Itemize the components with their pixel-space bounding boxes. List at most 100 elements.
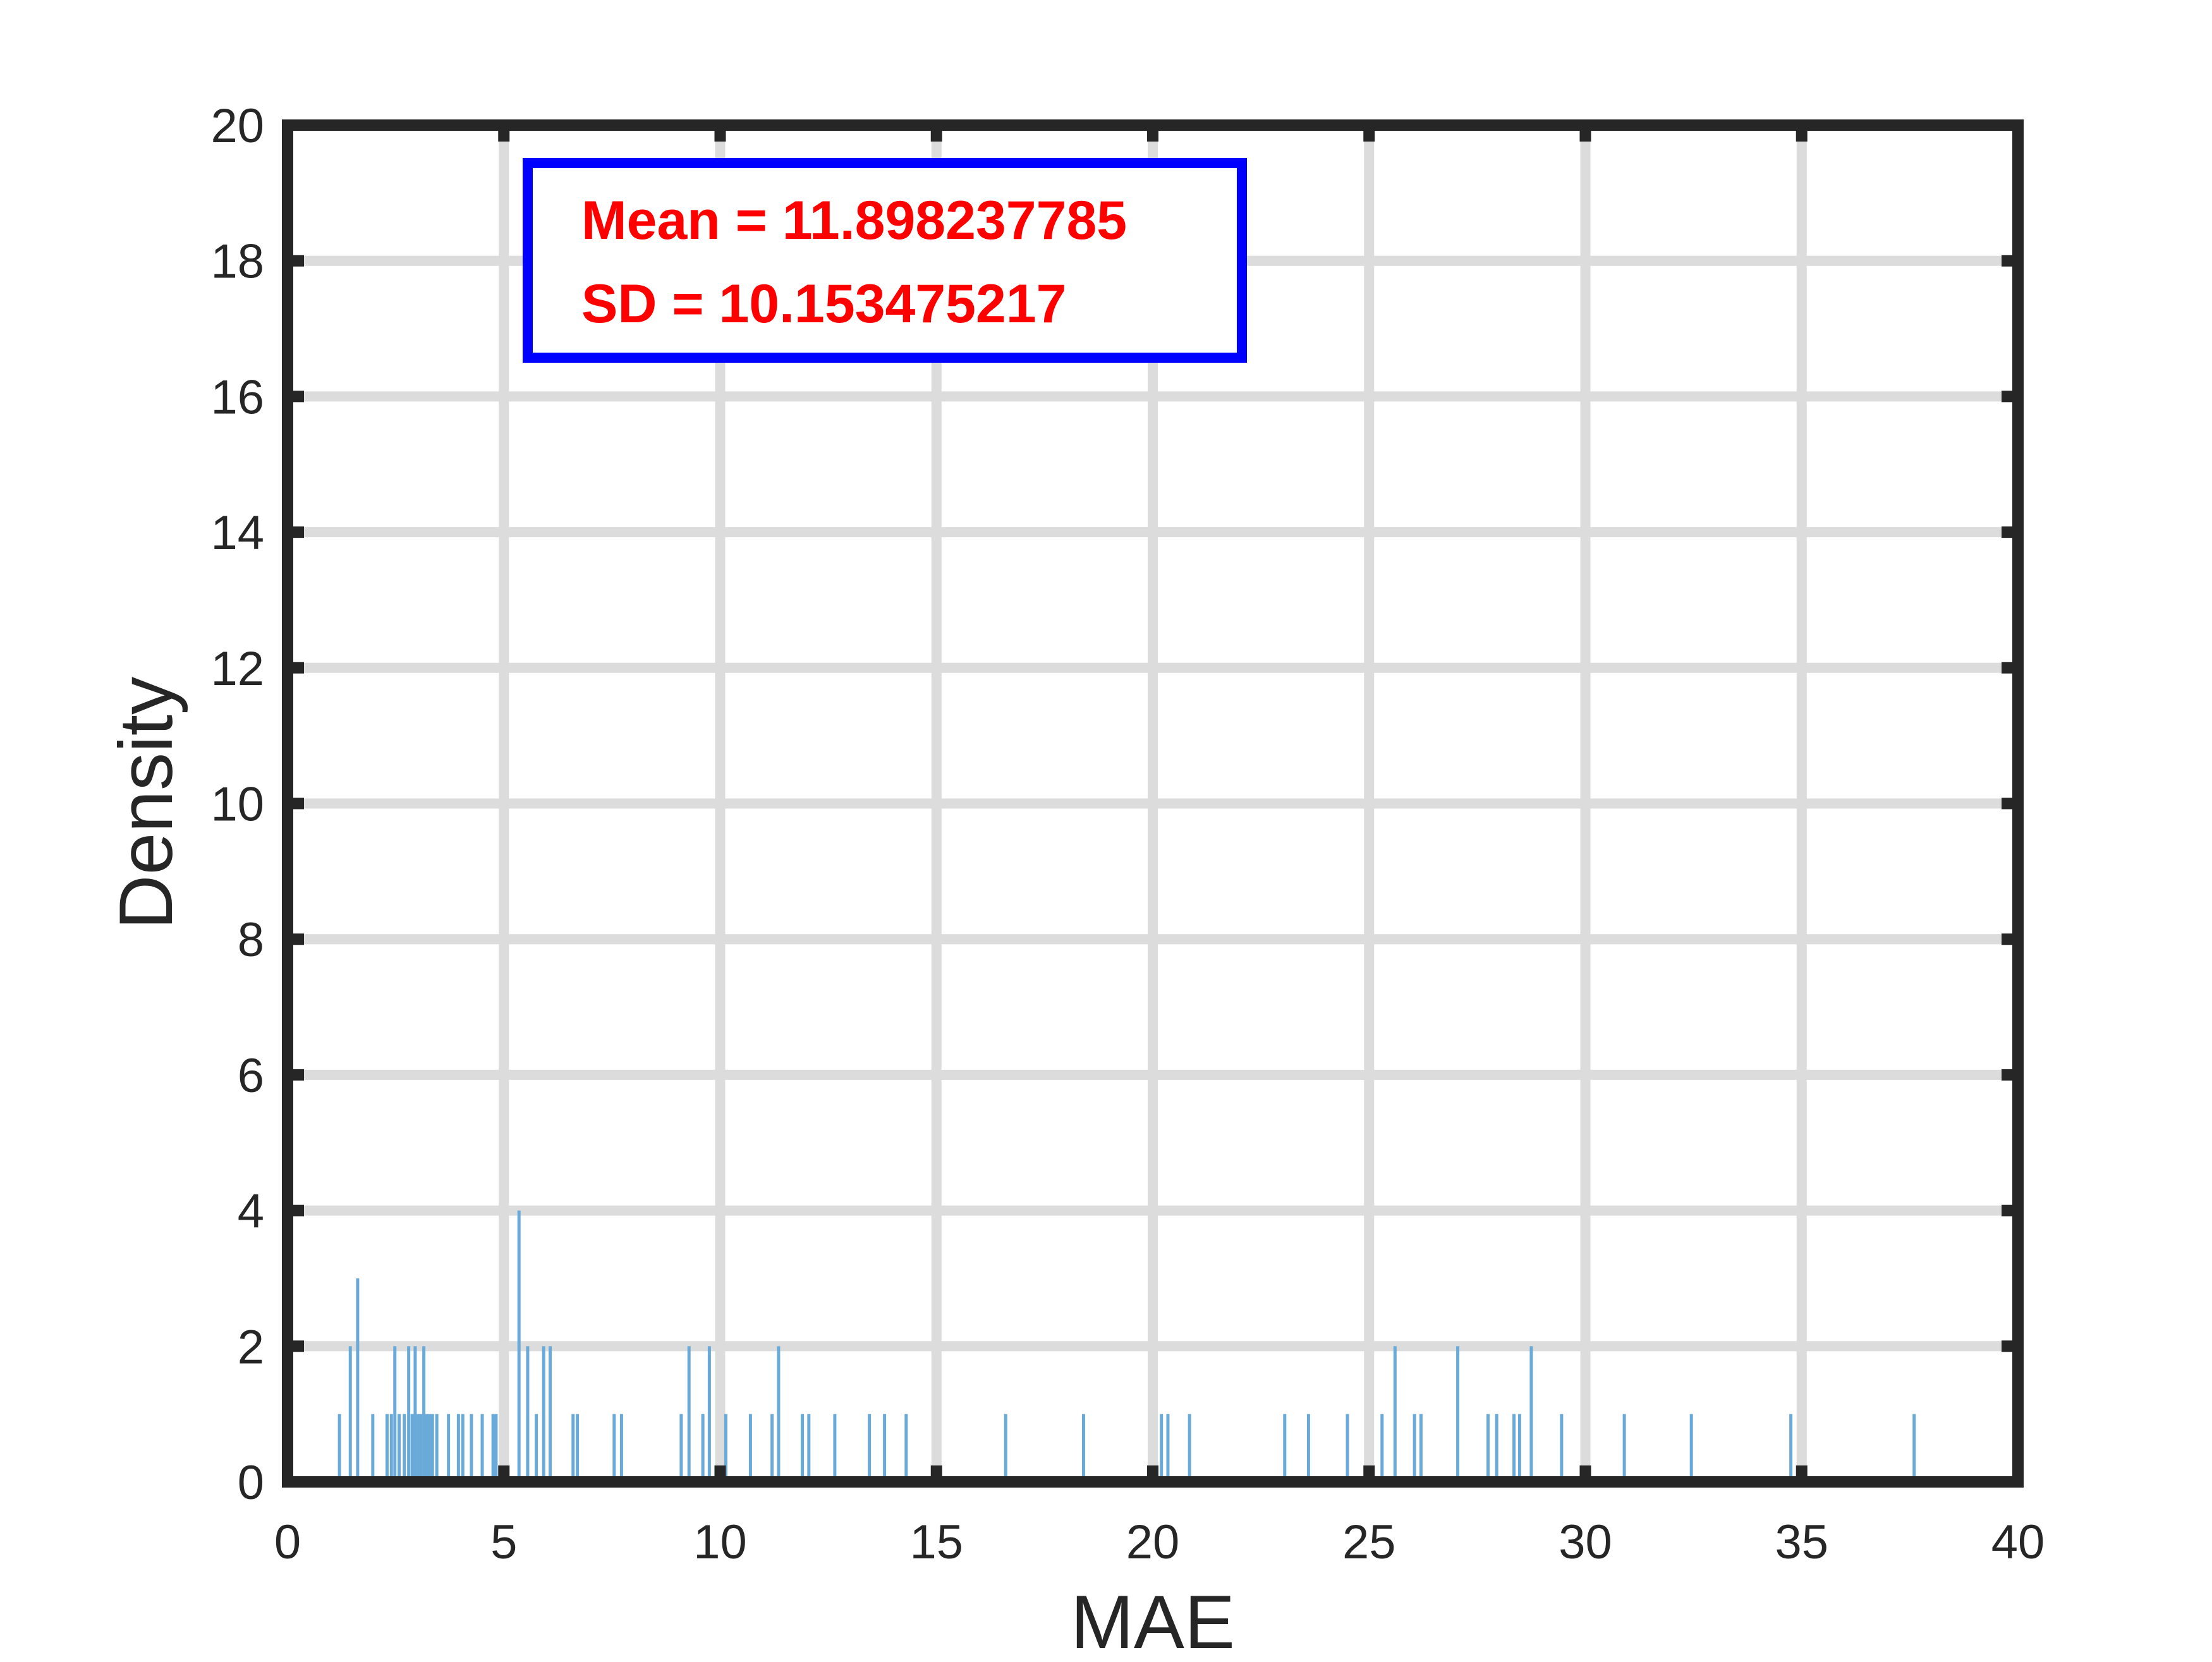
y-tick-label: 2 xyxy=(238,1320,264,1374)
histogram-bar xyxy=(371,1414,375,1482)
histogram-bar xyxy=(410,1414,414,1482)
histogram-bar xyxy=(576,1414,580,1482)
histogram-bar xyxy=(619,1414,623,1482)
histogram-bar xyxy=(612,1414,616,1482)
histogram-bar xyxy=(868,1414,872,1482)
x-tick-label: 5 xyxy=(490,1515,517,1569)
histogram-bar xyxy=(1004,1414,1007,1482)
histogram-bar xyxy=(571,1414,575,1482)
histogram-bar xyxy=(833,1414,837,1482)
histogram-bar xyxy=(724,1414,727,1482)
histogram-bar xyxy=(419,1414,423,1482)
histogram-bar xyxy=(461,1414,465,1482)
histogram-bar xyxy=(470,1414,473,1482)
histogram-bars xyxy=(337,1210,1916,1482)
histogram-bar xyxy=(1283,1414,1287,1482)
histogram-bar xyxy=(407,1346,411,1482)
y-tick-label: 8 xyxy=(238,913,264,967)
histogram-bar xyxy=(679,1414,683,1482)
histogram-bar xyxy=(1419,1414,1423,1482)
y-tick-label: 16 xyxy=(210,370,264,424)
histogram-bar xyxy=(904,1414,908,1482)
histogram-bar xyxy=(770,1414,774,1482)
histogram-bar xyxy=(801,1414,805,1482)
histogram-bar xyxy=(535,1414,538,1482)
histogram-bar xyxy=(416,1414,420,1482)
y-axis-label: Density xyxy=(104,677,188,930)
histogram-bar xyxy=(1517,1414,1521,1482)
y-tick-label: 18 xyxy=(210,235,264,289)
histogram-bar xyxy=(430,1414,434,1482)
x-tick-label: 40 xyxy=(1991,1515,2045,1569)
histogram-bar xyxy=(337,1414,341,1482)
x-tick-labels: 0 5 10 15 20 25 30 35 40 xyxy=(274,1515,2045,1569)
stats-annotation-box xyxy=(523,158,1247,363)
x-tick-label: 15 xyxy=(909,1515,963,1569)
y-tick-label: 14 xyxy=(210,506,264,560)
y-tick-label: 12 xyxy=(210,642,264,696)
histogram-bar xyxy=(701,1414,705,1482)
histogram-bar xyxy=(1512,1414,1516,1482)
x-axis-label: MAE xyxy=(1071,1580,1235,1659)
histogram-bar xyxy=(1346,1414,1349,1482)
y-tick-labels: 0 2 4 6 8 10 12 14 16 18 20 xyxy=(210,99,264,1510)
histogram-bar xyxy=(398,1414,401,1482)
histogram-bar xyxy=(456,1414,460,1482)
histogram-bar xyxy=(447,1414,451,1482)
histogram-bar xyxy=(1188,1414,1191,1482)
histogram-bar xyxy=(1393,1346,1397,1482)
histogram-bar xyxy=(777,1346,781,1482)
histogram-bar xyxy=(1456,1346,1460,1482)
histogram-bar xyxy=(1166,1414,1170,1482)
histogram-bar xyxy=(422,1346,426,1482)
histogram-bar xyxy=(435,1414,439,1482)
histogram-bar xyxy=(1912,1414,1916,1482)
histogram-bar xyxy=(1689,1414,1693,1482)
histogram-bar xyxy=(542,1346,545,1482)
histogram-bar xyxy=(413,1346,417,1482)
histogram-bar xyxy=(1306,1414,1310,1482)
histogram-bar xyxy=(385,1414,389,1482)
histogram-bar xyxy=(526,1346,530,1482)
x-tick-label: 20 xyxy=(1126,1515,1180,1569)
histogram-bar xyxy=(517,1210,521,1482)
histogram-bar xyxy=(1160,1414,1164,1482)
y-tick-label: 10 xyxy=(210,778,264,832)
histogram-bar xyxy=(494,1414,498,1482)
x-tick-label: 25 xyxy=(1342,1515,1396,1569)
histogram-bar xyxy=(1486,1414,1490,1482)
x-tick-label: 35 xyxy=(1775,1515,1828,1569)
y-tick-label: 6 xyxy=(238,1049,264,1103)
histogram-bar xyxy=(425,1414,428,1482)
histogram-bar xyxy=(548,1346,552,1482)
histogram-bar xyxy=(389,1414,393,1482)
sd-label: SD = 10.153475217 xyxy=(581,274,1067,334)
histogram-bar xyxy=(403,1414,406,1482)
histogram-bar xyxy=(1380,1414,1384,1482)
histogram-bar xyxy=(687,1346,691,1482)
y-tick-label: 0 xyxy=(238,1456,264,1510)
histogram-bar xyxy=(1529,1346,1533,1482)
histogram-bar xyxy=(1622,1414,1626,1482)
histogram-bar xyxy=(1789,1414,1793,1482)
histogram-bar xyxy=(1413,1414,1416,1482)
histogram-bar xyxy=(393,1346,397,1482)
axes-box xyxy=(282,119,2024,1488)
histogram-bar xyxy=(707,1346,711,1482)
y-tick-label: 4 xyxy=(238,1185,264,1239)
x-tick-label: 0 xyxy=(274,1515,301,1569)
histogram-bar xyxy=(1495,1414,1498,1482)
y-tick-label: 20 xyxy=(210,99,264,153)
histogram-bar xyxy=(491,1414,495,1482)
histogram-bar xyxy=(428,1414,432,1482)
histogram-bar xyxy=(356,1278,360,1482)
x-tick-label: 30 xyxy=(1559,1515,1612,1569)
histogram-bar xyxy=(1560,1414,1564,1482)
stats-annotation: Mean = 11.898237785 SD = 10.153475217 xyxy=(523,158,1247,363)
histogram-bar xyxy=(807,1414,811,1482)
histogram-bar xyxy=(348,1346,352,1482)
histogram-bar xyxy=(480,1414,484,1482)
histogram-bar xyxy=(748,1414,752,1482)
